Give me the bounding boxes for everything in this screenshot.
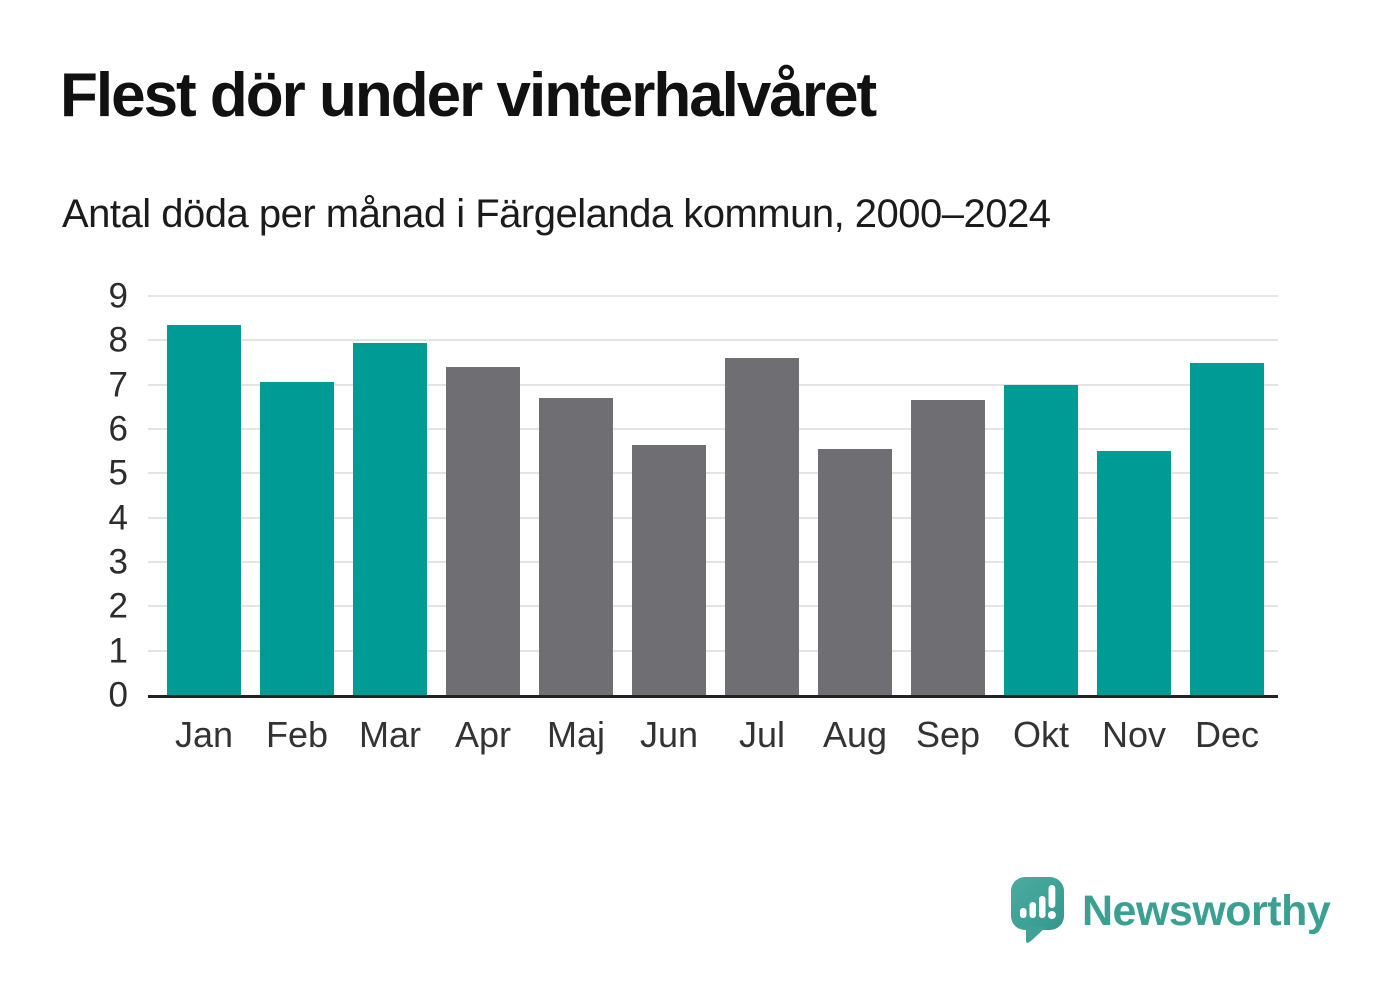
bar-dec: [1190, 362, 1264, 695]
y-tick-label: 5: [108, 453, 128, 493]
x-tick-label: Apr: [454, 714, 512, 755]
bar-mar: [353, 342, 427, 695]
x-tick-label: Jan: [174, 714, 234, 755]
x-tick-label: Dec: [1194, 714, 1260, 755]
gridline: [148, 605, 1278, 608]
x-tick-label: Aug: [822, 714, 888, 755]
y-tick-label: 1: [108, 631, 128, 671]
gridline: [148, 428, 1278, 430]
y-tick-label: 2: [108, 586, 128, 626]
y-tick-label: 9: [108, 276, 128, 316]
y-tick-label: 8: [108, 320, 128, 360]
chart-title: Flest dör under vinterhalvåret: [60, 61, 877, 130]
y-tick-label: 6: [108, 409, 128, 449]
gridline: [148, 295, 1278, 297]
gridline: [148, 561, 1278, 563]
x-tick-label: Maj: [546, 714, 606, 755]
x-tick-label: Okt: [1012, 714, 1070, 755]
x-tick-label: Sep: [915, 714, 981, 755]
bar-jun: [632, 444, 706, 695]
bar-aug: [818, 448, 892, 695]
x-tick-label: Jun: [639, 714, 699, 755]
bar-chart-speech-bubble-icon: [1011, 877, 1064, 943]
bar-nov: [1097, 451, 1171, 695]
brand-footer: Newsworthy: [1010, 876, 1331, 946]
brand-wordmark: Newsworthy: [1082, 886, 1331, 935]
bar-feb: [260, 382, 334, 695]
y-tick-label: 3: [108, 542, 128, 582]
plot-area: [148, 295, 1278, 698]
bar-jul: [725, 358, 799, 695]
gridline: [148, 339, 1278, 342]
x-tick-label: Mar: [359, 714, 421, 755]
bar-jan: [167, 324, 241, 695]
y-tick-label: 4: [108, 498, 128, 538]
bar-maj: [539, 397, 613, 695]
gridline: [148, 516, 1278, 519]
gridline: [148, 649, 1278, 652]
bar-sep: [911, 400, 985, 695]
x-axis-labels: Jan Feb Mar Apr Maj Jun Jul Aug Sep Okt Nov Dec: [148, 714, 1278, 764]
y-tick-label: 7: [108, 365, 128, 405]
gridline: [148, 472, 1278, 475]
gridline: [148, 383, 1278, 386]
x-tick-label: Nov: [1101, 714, 1167, 755]
y-tick-label: 0: [108, 675, 128, 715]
bar-apr: [446, 366, 520, 695]
bar-okt: [1004, 384, 1078, 695]
x-tick-label: Feb: [265, 714, 329, 755]
x-tick-label: Jul: [738, 714, 786, 755]
chart-subtitle: Antal döda per månad i Färgelanda kommun…: [62, 192, 1051, 236]
